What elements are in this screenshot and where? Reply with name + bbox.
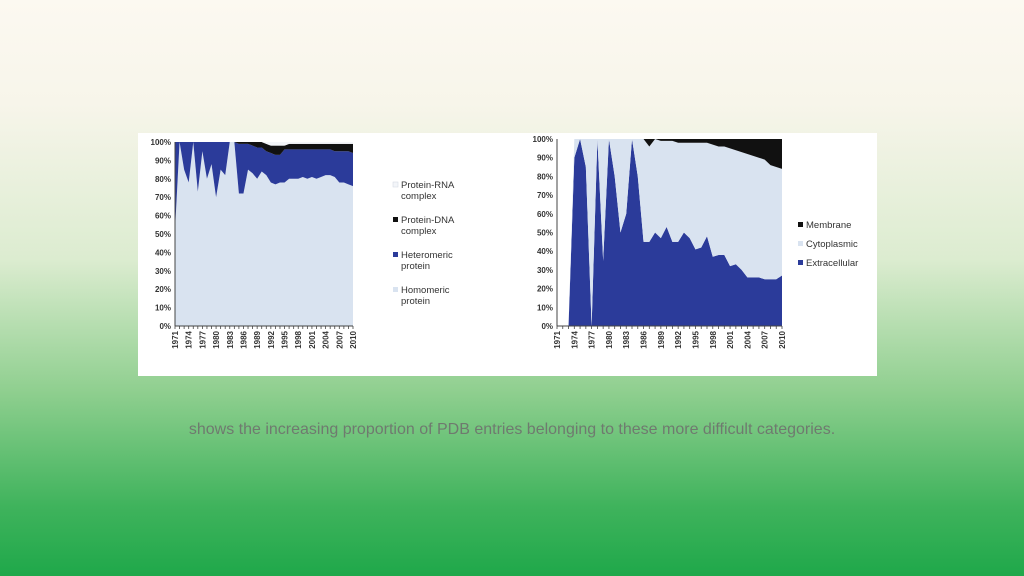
- legend-label: Heteromeric: [401, 250, 453, 261]
- legend-swatch: [392, 181, 399, 188]
- chart-1: 0% 10% 20% 30% 40% 50% 60% 70% 80% 90% 100% 1971 197…: [151, 138, 455, 349]
- legend-item: Extracellular: [798, 258, 858, 269]
- area-series-extracellular: [557, 139, 782, 326]
- y-tick-label: 70%: [537, 191, 553, 200]
- y-tick-label: 100%: [533, 135, 553, 144]
- legend-label-cont: complex: [401, 226, 437, 237]
- y-tick-label: 50%: [155, 230, 171, 239]
- x-tick-label: 2010: [349, 330, 358, 348]
- x-tick-label: 2010: [778, 330, 787, 348]
- x-tick-label: 2004: [322, 330, 331, 348]
- x-tick-label: 1992: [674, 330, 683, 348]
- figure-panel: 0% 10% 20% 30% 40% 50% 60% 70% 80% 90% 100% 1971 197…: [138, 133, 877, 376]
- y-tick-label: 90%: [537, 154, 553, 163]
- chart-2: 0% 10% 20% 30% 40% 50% 60% 70% 80% 90% 100% 1971 197…: [533, 135, 859, 349]
- legend-swatch: [798, 241, 803, 246]
- area-series-protein-dna-complex: [175, 142, 353, 155]
- y-tick-label: 60%: [155, 212, 171, 221]
- x-tick-label: 1980: [212, 330, 221, 348]
- y-tick-label: 10%: [155, 304, 171, 313]
- x-tick-label: 2001: [726, 330, 735, 348]
- x-tick-label: 1992: [267, 330, 276, 348]
- caption-text: shows the increasing proportion of PDB e…: [188, 421, 836, 438]
- legend-swatch: [393, 252, 398, 257]
- legend-label: Membrane: [806, 220, 851, 231]
- area-series-protein-rna-complex: [175, 142, 353, 146]
- y-tick-label: 100%: [151, 138, 171, 147]
- y-tick-label: 30%: [537, 266, 553, 275]
- x-tick-label: 1977: [198, 330, 207, 348]
- area-series-cytoplasmic: [557, 139, 782, 326]
- y-tick-label: 80%: [155, 175, 171, 184]
- y-tick-label: 20%: [155, 285, 171, 294]
- legend-swatch: [798, 222, 803, 227]
- y-tick-label: 0%: [159, 322, 171, 331]
- y-tick-label: 60%: [537, 210, 553, 219]
- legend-label-cont: complex: [401, 191, 437, 202]
- x-tick-label: 1995: [691, 330, 700, 348]
- x-tick-label: 1989: [657, 330, 666, 348]
- x-tick-label: 1971: [553, 330, 562, 348]
- y-tick-label: 40%: [155, 248, 171, 257]
- x-tick-label: 1998: [294, 330, 303, 348]
- charts-svg: 0% 10% 20% 30% 40% 50% 60% 70% 80% 90% 100% 1971 197…: [151, 135, 859, 349]
- area-series-heteromeric-protein: [175, 142, 353, 231]
- x-tick-label: 1980: [605, 330, 614, 348]
- legend-label: Homomeric: [401, 285, 450, 296]
- x-tick-label: 1971: [171, 330, 180, 348]
- legend-label: Cytoplasmic: [806, 239, 858, 250]
- legend-label: Protein-RNA: [401, 180, 455, 191]
- x-tick-label: 2007: [335, 330, 344, 348]
- legend-label-cont: protein: [401, 296, 430, 307]
- x-tick-label: 1998: [709, 330, 718, 348]
- legend-item: Membrane: [798, 220, 851, 231]
- y-tick-label: 40%: [537, 247, 553, 256]
- y-tick-label: 10%: [537, 303, 553, 312]
- y-tick-label: 30%: [155, 267, 171, 276]
- legend-label-cont: protein: [401, 261, 430, 272]
- x-tick-label: 2004: [743, 330, 752, 348]
- y-tick-label: 80%: [537, 172, 553, 181]
- y-tick-label: 20%: [537, 285, 553, 294]
- x-tick-label: 1983: [226, 330, 235, 348]
- y-tick-label: 70%: [155, 193, 171, 202]
- legend-swatch: [798, 260, 803, 265]
- y-tick-label: 90%: [155, 156, 171, 165]
- x-tick-label: 1986: [640, 330, 649, 348]
- y-tick-label: 50%: [537, 229, 553, 238]
- x-tick-label: 1989: [253, 330, 262, 348]
- legend-item: Cytoplasmic: [798, 239, 858, 250]
- x-tick-label: 1977: [588, 330, 597, 348]
- area-series-homomeric-protein: [175, 142, 353, 326]
- area-series-membrane: [557, 139, 782, 326]
- x-tick-label: 1974: [185, 330, 194, 348]
- x-tick-label: 2001: [308, 330, 317, 348]
- x-tick-label: 1983: [622, 330, 631, 348]
- x-tick-label: 1974: [570, 330, 579, 348]
- legend-label: Extracellular: [806, 258, 858, 269]
- x-tick-label: 1995: [281, 330, 290, 348]
- x-tick-label: 2007: [761, 330, 770, 348]
- legend-swatch: [393, 287, 398, 292]
- y-tick-label: 0%: [541, 322, 553, 331]
- x-tick-label: 1986: [239, 330, 248, 348]
- legend-label: Protein-DNA: [401, 215, 455, 226]
- legend-swatch: [393, 217, 398, 222]
